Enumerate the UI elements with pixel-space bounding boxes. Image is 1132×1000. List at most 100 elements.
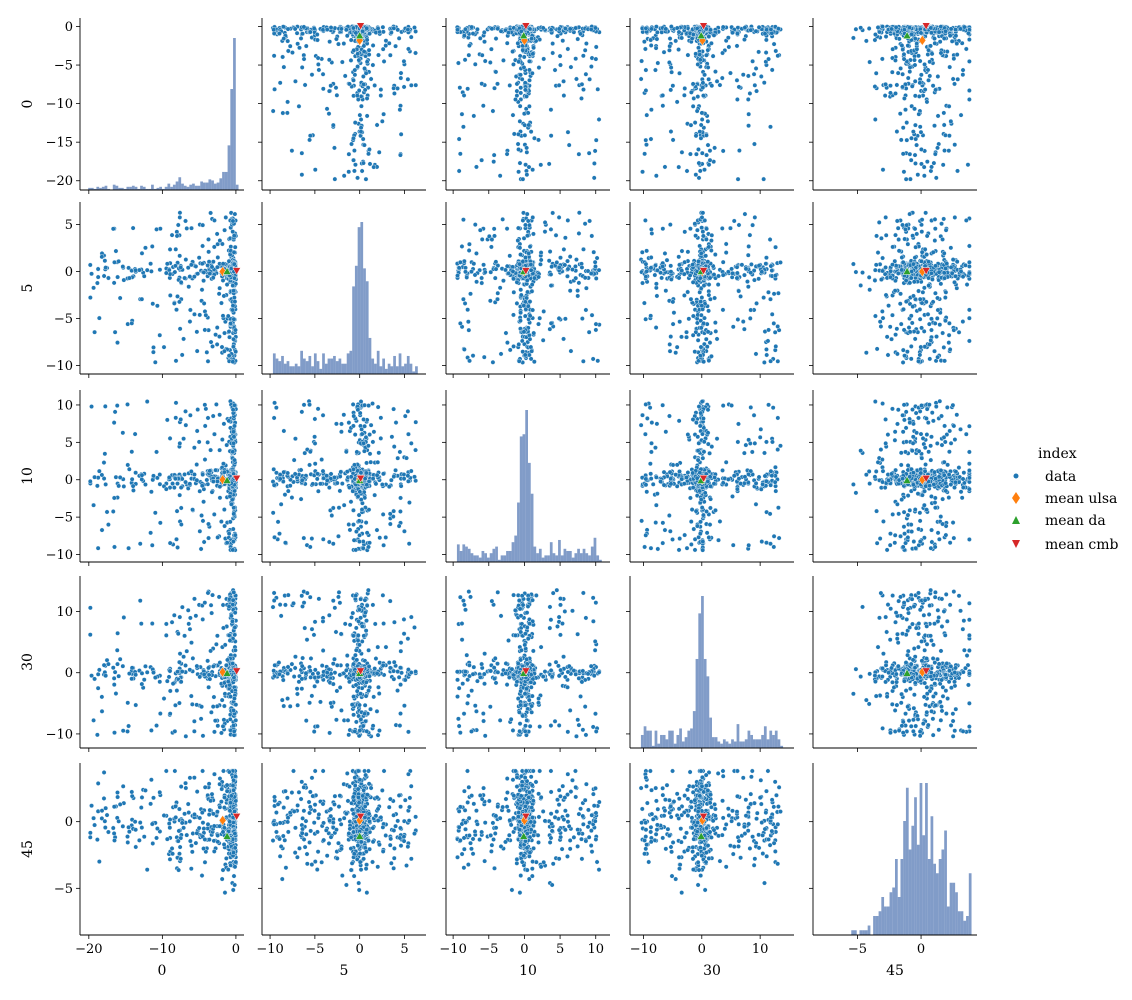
data-point — [696, 160, 702, 166]
data-point — [504, 151, 510, 157]
data-point — [697, 275, 703, 281]
data-point — [921, 173, 927, 179]
data-point — [541, 56, 547, 62]
data-point — [106, 522, 111, 528]
data-point — [175, 481, 180, 486]
data-point — [523, 255, 528, 260]
data-point — [486, 233, 492, 239]
data-point — [875, 25, 881, 30]
data-point — [177, 492, 183, 498]
data-point — [177, 440, 183, 446]
hist-bar — [219, 178, 223, 190]
data-point — [741, 326, 747, 332]
data-point — [752, 277, 757, 283]
data-point — [315, 37, 320, 43]
hist-bar — [289, 366, 293, 374]
data-point — [114, 403, 120, 408]
data-point — [201, 269, 207, 275]
data-point — [380, 46, 386, 52]
mean-ulsa-marker — [918, 34, 927, 46]
data-point — [205, 415, 211, 421]
data-point — [528, 129, 534, 135]
hist-bar — [235, 184, 239, 190]
data-point — [660, 103, 666, 109]
data-point — [233, 327, 238, 333]
data-point — [125, 462, 131, 468]
data-point — [471, 113, 477, 119]
data-point — [299, 172, 305, 178]
data-point — [121, 484, 127, 489]
data-point — [281, 64, 287, 70]
data-point — [312, 441, 318, 446]
data-point — [515, 238, 521, 243]
hist-bar — [183, 185, 187, 190]
data-point — [212, 218, 217, 223]
data-point — [366, 52, 372, 58]
data-point — [701, 93, 706, 99]
data-point — [736, 148, 742, 153]
data-point — [596, 117, 602, 122]
data-point — [883, 232, 889, 238]
data-point — [593, 264, 598, 269]
data-point — [682, 259, 688, 265]
data-point — [932, 238, 938, 243]
data-point — [481, 354, 487, 360]
data-point — [554, 260, 560, 265]
data-point — [463, 269, 468, 275]
hist-bar — [115, 185, 119, 190]
data-point — [736, 288, 742, 294]
data-point — [888, 90, 893, 96]
data-point — [402, 528, 407, 534]
data-point — [934, 334, 939, 340]
data-point — [530, 307, 536, 313]
mean-cmb-marker — [521, 267, 531, 276]
data-point — [904, 222, 910, 228]
data-point — [230, 407, 236, 413]
data-point — [101, 460, 107, 465]
data-point — [925, 311, 931, 317]
data-point — [688, 296, 694, 302]
data-point — [154, 226, 159, 232]
data-point — [106, 275, 111, 281]
plot-area — [454, 210, 602, 365]
data-point — [966, 259, 972, 265]
data-point — [362, 66, 367, 71]
data-point — [531, 359, 537, 365]
mean-cmb-marker — [356, 22, 366, 31]
data-point — [898, 321, 904, 327]
data-point — [918, 147, 924, 152]
data-point — [209, 264, 215, 270]
data-point — [690, 81, 696, 87]
data-point — [532, 275, 537, 281]
data-point — [381, 59, 387, 64]
data-point — [521, 303, 527, 309]
data-point — [579, 316, 585, 321]
data-point — [328, 83, 334, 89]
data-point — [285, 26, 291, 32]
data-point — [102, 403, 108, 409]
data-point — [939, 221, 944, 227]
data-point — [356, 57, 362, 63]
data-point — [926, 77, 931, 83]
data-point — [514, 279, 520, 285]
data-point — [219, 344, 225, 350]
data-point — [943, 289, 949, 295]
data-point — [116, 258, 122, 264]
data-point — [697, 52, 703, 58]
data-point — [895, 225, 901, 231]
data-point — [102, 451, 108, 457]
data-point — [480, 103, 486, 109]
data-point — [89, 271, 94, 277]
data-point — [660, 264, 666, 269]
data-point — [346, 169, 352, 175]
data-point — [573, 56, 579, 62]
data-point — [648, 265, 654, 271]
data-point — [214, 325, 220, 330]
data-point — [681, 92, 687, 98]
data-point — [112, 409, 118, 415]
data-point — [289, 148, 295, 154]
data-point — [929, 164, 934, 170]
hist-bar — [99, 187, 102, 190]
data-point — [326, 111, 332, 117]
data-point — [775, 324, 781, 329]
